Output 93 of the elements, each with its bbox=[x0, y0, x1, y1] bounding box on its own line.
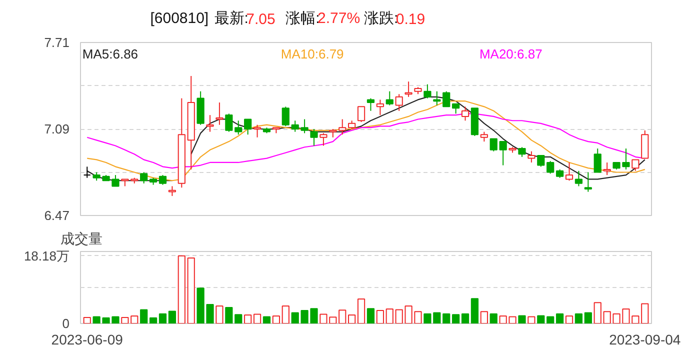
candlestick bbox=[565, 162, 574, 182]
bar bbox=[584, 312, 592, 324]
bar bbox=[452, 314, 460, 324]
text: 涨幅:2.77% bbox=[286, 10, 360, 27]
bar bbox=[470, 298, 479, 324]
candlestick bbox=[641, 130, 649, 159]
candlestick bbox=[537, 155, 545, 168]
bar bbox=[442, 313, 450, 324]
candlestick bbox=[158, 174, 167, 186]
candlestick bbox=[424, 84, 432, 99]
chart-title: [600810] bbox=[150, 10, 209, 27]
y-tick-label: 7.71 bbox=[44, 35, 70, 50]
text: MA20:6.87 bbox=[479, 46, 542, 62]
x-tick-label: 2023-09-04 bbox=[609, 332, 681, 348]
candlestick bbox=[234, 120, 242, 136]
chart-title: 成交量 bbox=[60, 230, 102, 246]
bar bbox=[376, 310, 384, 324]
bar bbox=[187, 258, 195, 324]
candlestick bbox=[310, 128, 318, 146]
candlestick bbox=[603, 162, 611, 176]
candlestick bbox=[518, 146, 526, 158]
y-tick-label: 6.47 bbox=[44, 208, 70, 223]
bar bbox=[130, 316, 138, 324]
text: 最新:7.05 bbox=[214, 10, 276, 28]
bar bbox=[386, 308, 394, 324]
y-tick-label: 18.18万 bbox=[24, 248, 70, 264]
bar bbox=[641, 303, 649, 324]
candlestick bbox=[206, 114, 214, 132]
y-tick-label: 7.09 bbox=[44, 122, 70, 136]
text: MA5:6.86 bbox=[82, 46, 138, 62]
bar bbox=[556, 313, 564, 324]
candlestick bbox=[546, 160, 554, 174]
candlestick bbox=[574, 170, 583, 187]
bar bbox=[225, 307, 233, 324]
bar bbox=[574, 313, 583, 324]
bar bbox=[565, 316, 574, 324]
bar bbox=[461, 313, 470, 324]
bar bbox=[518, 315, 526, 324]
candlestick bbox=[499, 141, 507, 166]
bar bbox=[121, 317, 129, 324]
y-tick-label: 0 bbox=[62, 316, 70, 331]
bar bbox=[282, 306, 290, 324]
candlestick bbox=[584, 172, 592, 192]
bar bbox=[234, 314, 242, 324]
bar bbox=[528, 316, 536, 324]
bar bbox=[480, 311, 488, 324]
candlestick bbox=[168, 186, 176, 196]
bar bbox=[546, 316, 554, 324]
candlestick bbox=[216, 102, 224, 126]
bar bbox=[140, 309, 148, 324]
candlestick bbox=[528, 150, 536, 163]
candlestick bbox=[357, 106, 366, 123]
candlestick bbox=[452, 103, 460, 114]
candlestick bbox=[83, 166, 91, 178]
bar bbox=[83, 317, 91, 324]
candlestick bbox=[442, 90, 450, 108]
candlestick bbox=[433, 90, 441, 106]
candlestick bbox=[253, 124, 262, 138]
candlestick bbox=[404, 81, 412, 98]
bar bbox=[272, 316, 280, 324]
candlestick bbox=[244, 118, 252, 136]
candlestick bbox=[594, 148, 602, 173]
candlestick bbox=[632, 159, 640, 172]
candlestick bbox=[338, 118, 346, 136]
bar bbox=[253, 314, 262, 324]
text: 涨跌:0.19 bbox=[364, 10, 426, 28]
candlestick bbox=[140, 172, 148, 184]
bar bbox=[178, 255, 186, 324]
candlestick bbox=[320, 132, 328, 146]
bar bbox=[244, 314, 252, 324]
bar bbox=[338, 310, 346, 324]
bar bbox=[149, 317, 158, 324]
bar bbox=[168, 310, 176, 324]
bar bbox=[216, 306, 224, 324]
bar bbox=[262, 316, 271, 324]
text: MA10:6.79 bbox=[280, 46, 344, 62]
bar bbox=[537, 315, 545, 324]
candlestick bbox=[366, 98, 375, 112]
bar bbox=[490, 313, 498, 324]
x-tick-label: 2023-06-09 bbox=[51, 332, 124, 348]
bar bbox=[366, 308, 375, 324]
candlestick bbox=[461, 106, 470, 122]
bar bbox=[348, 314, 356, 324]
candlestick bbox=[376, 99, 384, 116]
candlestick bbox=[480, 131, 488, 142]
candlestick bbox=[282, 106, 290, 127]
bar bbox=[357, 298, 366, 324]
bar bbox=[158, 313, 167, 324]
candlestick bbox=[490, 138, 498, 152]
candlestick bbox=[386, 90, 394, 106]
candlestick bbox=[225, 113, 233, 132]
bar bbox=[594, 302, 602, 324]
candlestick bbox=[395, 94, 403, 112]
